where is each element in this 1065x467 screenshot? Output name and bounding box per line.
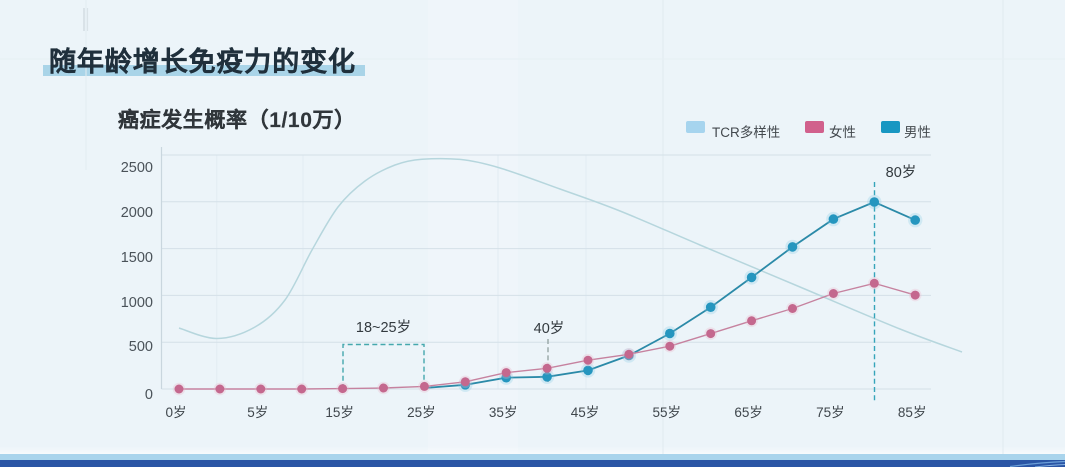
svg-text:15岁: 15岁 bbox=[325, 405, 354, 420]
svg-text:65岁: 65岁 bbox=[734, 405, 763, 420]
svg-text:5岁: 5岁 bbox=[247, 405, 268, 420]
svg-text:1000: 1000 bbox=[121, 295, 153, 311]
svg-text:40岁: 40岁 bbox=[534, 320, 565, 337]
svg-text:2500: 2500 bbox=[121, 160, 153, 176]
svg-text:35岁: 35岁 bbox=[489, 405, 518, 420]
svg-text:80岁: 80岁 bbox=[886, 164, 917, 181]
svg-text:2000: 2000 bbox=[121, 205, 153, 221]
svg-text:25岁: 25岁 bbox=[407, 405, 436, 420]
svg-text:0岁: 0岁 bbox=[165, 405, 186, 420]
svg-text:18~25岁: 18~25岁 bbox=[356, 319, 411, 336]
svg-text:45岁: 45岁 bbox=[571, 405, 600, 420]
svg-text:1500: 1500 bbox=[121, 250, 153, 266]
svg-text:0: 0 bbox=[145, 387, 153, 403]
svg-text:85岁: 85岁 bbox=[898, 405, 927, 420]
svg-text:55岁: 55岁 bbox=[653, 405, 682, 420]
svg-text:500: 500 bbox=[129, 339, 153, 355]
svg-text:75岁: 75岁 bbox=[816, 405, 845, 420]
